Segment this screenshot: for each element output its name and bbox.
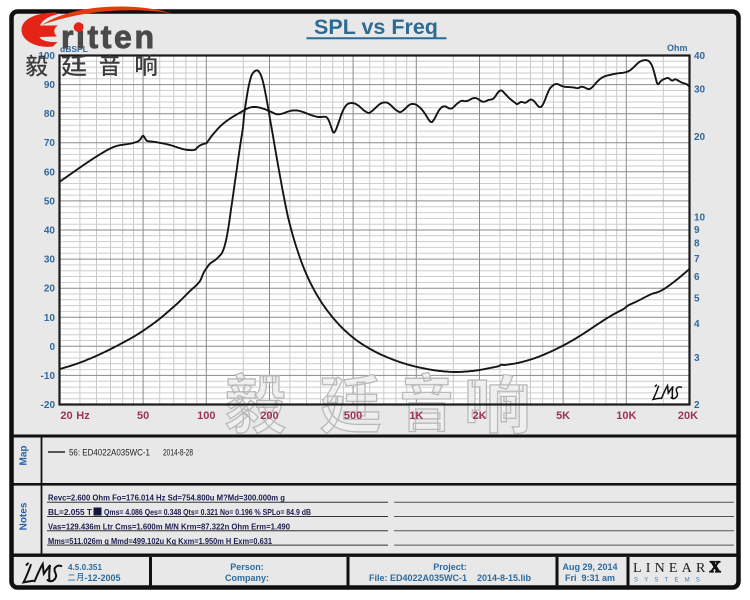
svg-text:20K: 20K xyxy=(678,410,698,422)
svg-text:56: ED4022A035WC-1: 56: ED4022A035WC-1 xyxy=(69,448,150,458)
svg-text:60: 60 xyxy=(44,167,56,178)
svg-text:6: 6 xyxy=(694,272,700,283)
svg-text:40: 40 xyxy=(694,51,706,62)
svg-text:50: 50 xyxy=(137,410,149,422)
svg-text:1K: 1K xyxy=(409,410,423,422)
svg-text:Aug 29, 2014: Aug 29, 2014 xyxy=(562,562,617,572)
svg-text:100: 100 xyxy=(197,410,215,422)
svg-text:7: 7 xyxy=(694,254,700,265)
svg-text:Ohm: Ohm xyxy=(667,43,688,53)
svg-text:2K: 2K xyxy=(472,410,486,422)
svg-text:90: 90 xyxy=(44,80,56,91)
svg-text:Project:: Project: xyxy=(433,562,467,572)
svg-text:30: 30 xyxy=(694,85,706,96)
svg-text:Mms=511.026m g Mmd=499.102u Kg: Mms=511.026m g Mmd=499.102u Kg Kxm=1.950… xyxy=(48,536,272,546)
svg-text:0: 0 xyxy=(49,342,55,353)
svg-text:Person:: Person: xyxy=(230,562,264,572)
svg-text:10K: 10K xyxy=(616,410,636,422)
svg-text:Map: Map xyxy=(19,446,30,466)
svg-text:SPL vs Freq: SPL vs Freq xyxy=(314,15,438,39)
svg-text:Hz: Hz xyxy=(76,410,90,422)
svg-text:Vas=129.436m Ltr Cms=1.600m M/: Vas=129.436m Ltr Cms=1.600m M/N Krm=87.3… xyxy=(48,522,290,532)
svg-text:-20: -20 xyxy=(41,400,56,411)
svg-text:10: 10 xyxy=(44,313,56,324)
svg-text:30: 30 xyxy=(44,255,56,266)
svg-text:LINEAR: LINEAR xyxy=(633,561,710,576)
svg-text:100: 100 xyxy=(38,51,55,62)
svg-text:2014-8-28: 2014-8-28 xyxy=(163,448,193,458)
svg-text:File: ED4022A035WC-1 2014-8: File: ED4022A035WC-1 2014-8-15.lib xyxy=(369,573,532,583)
svg-text:X: X xyxy=(710,559,722,576)
svg-text:40: 40 xyxy=(44,226,56,237)
svg-text:Notes: Notes xyxy=(19,502,30,530)
svg-text:SYSTEMS: SYSTEMS xyxy=(634,578,706,584)
svg-text:4: 4 xyxy=(694,319,700,330)
svg-text:Revc=2.600 Ohm Fo=176.014 Hz S: Revc=2.600 Ohm Fo=176.014 Hz Sd=754.800u… xyxy=(48,493,285,503)
svg-text:20: 20 xyxy=(44,284,56,295)
svg-text:10: 10 xyxy=(694,213,706,224)
svg-text:5: 5 xyxy=(694,293,700,304)
svg-text:80: 80 xyxy=(44,109,56,120)
svg-text:4.5.0.351: 4.5.0.351 xyxy=(68,562,102,572)
svg-text:5K: 5K xyxy=(556,410,570,422)
svg-text:500: 500 xyxy=(344,410,362,422)
svg-text:200: 200 xyxy=(260,410,278,422)
svg-text:2: 2 xyxy=(694,400,700,411)
svg-text:Company:: Company: xyxy=(225,573,269,583)
svg-text:20: 20 xyxy=(60,410,72,422)
svg-text:Qms= 4.086 Qes= 0.348 Qts= 0.3: Qms= 4.086 Qes= 0.348 Qts= 0.321 No= 0.1… xyxy=(104,507,311,517)
svg-text:50: 50 xyxy=(44,196,56,207)
svg-text:BL=2.055 T: BL=2.055 T xyxy=(48,507,93,517)
svg-text:-12-2005: -12-2005 xyxy=(85,573,121,583)
svg-text:8: 8 xyxy=(694,239,700,250)
svg-text:dBSPL: dBSPL xyxy=(60,44,88,54)
svg-text:3: 3 xyxy=(694,353,700,364)
svg-text:Fri 9:31 am: Fri 9:31 am xyxy=(565,573,615,583)
svg-text:-10: -10 xyxy=(41,371,56,382)
svg-text:9: 9 xyxy=(694,225,700,236)
svg-text:70: 70 xyxy=(44,138,56,149)
svg-text:20: 20 xyxy=(694,132,706,143)
